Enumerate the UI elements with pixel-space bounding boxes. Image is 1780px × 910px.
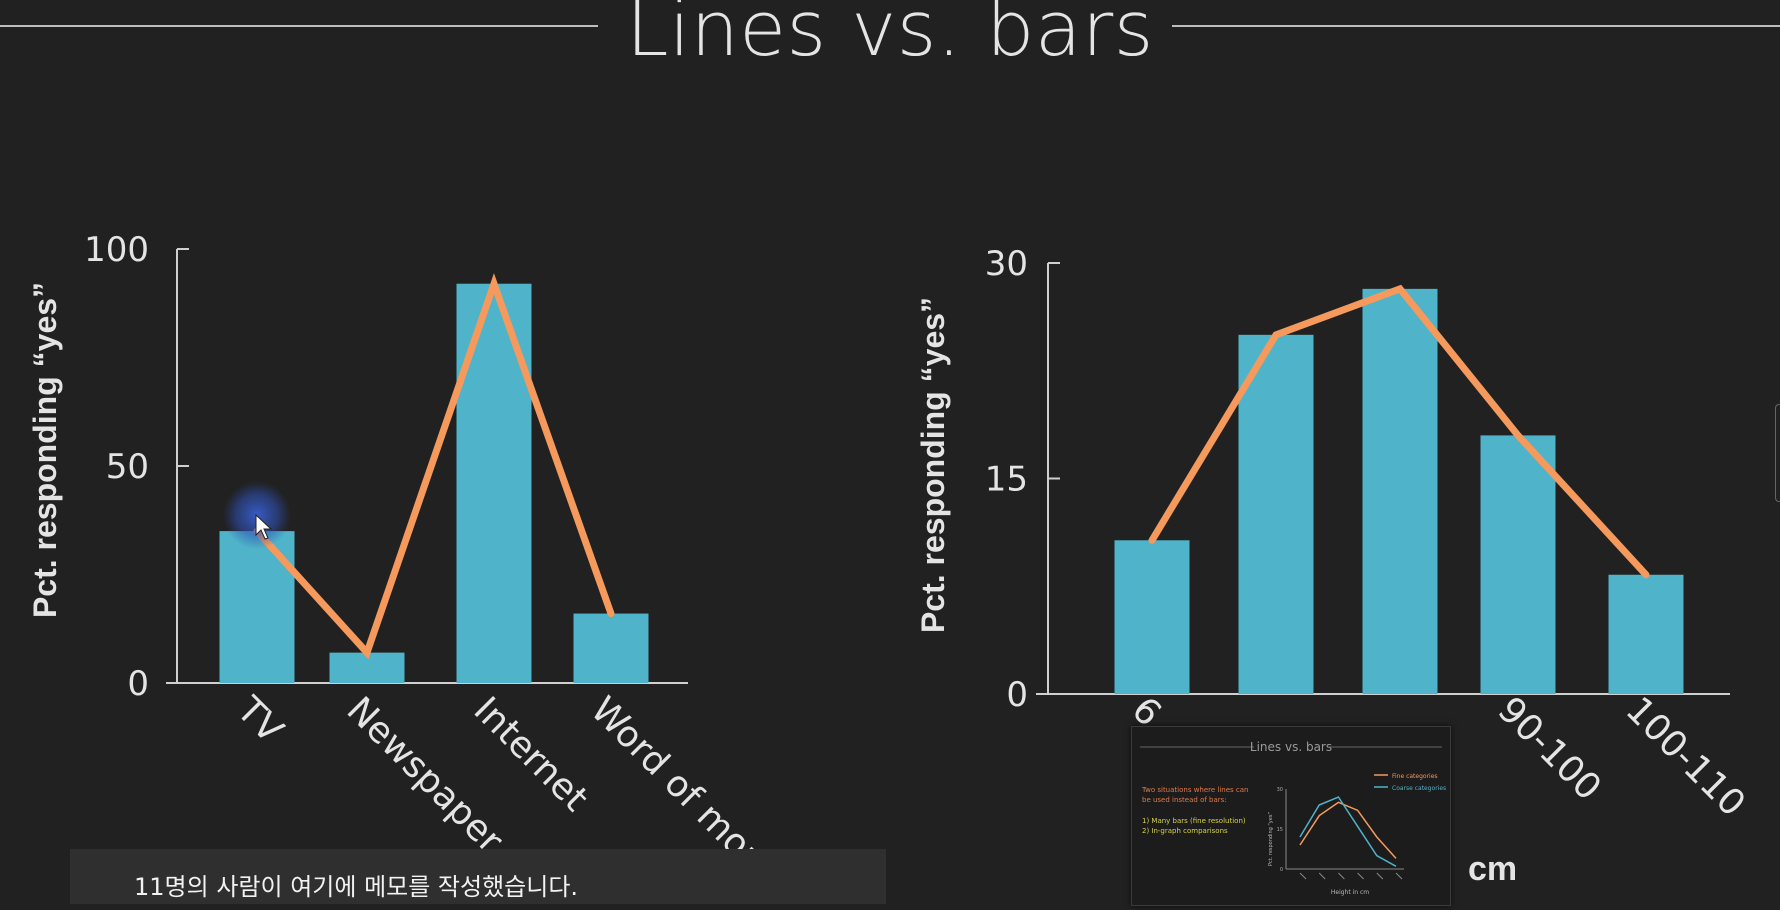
notes-banner[interactable]: 11명의 사람이 여기에 메모를 작성했습니다. [70,849,886,904]
thumbnail-yellow-line-1: 1) Many bars (fine resolution) [1142,817,1246,825]
thumbnail-title: Lines vs. bars [1250,740,1332,754]
thumbnail-svg: Lines vs. bars Two situations where line… [1140,740,1446,896]
y-tick-label: 0 [127,664,149,704]
thumbnail-orange-line-1: Two situations where lines can [1141,786,1249,794]
thumbnail-series-1 [1299,801,1397,859]
thumbnail-x-tick [1376,872,1384,880]
category-label-5: 100-110 [1618,689,1753,824]
bar-2 [1238,334,1314,694]
thumbnail-xlabel: Height in cm [1331,889,1369,896]
bar-4 [573,613,649,683]
y-tick-label: 100 [84,230,149,270]
thumbnail-legend-label-2: Coarse categories [1392,785,1446,792]
overlay-line [1148,284,1650,579]
slide-title: Lines vs. bars [626,0,1154,73]
bar-1 [219,531,295,683]
mouse-pointer-icon [255,513,273,540]
thumbnail-legend-label-1: Fine categories [1392,773,1438,780]
category-label-4: 90-100 [1490,689,1609,808]
y-tick-label: 30 [985,244,1028,284]
bar-4 [1480,435,1556,694]
notes-banner-text: 11명의 사람이 여기에 메모를 작성했습니다. [134,873,579,901]
y-axis-label: Pct. responding “yes” [27,282,63,618]
slide-preview-thumbnail[interactable]: Lines vs. bars Two situations where line… [1131,726,1451,906]
thumbnail-x-tick [1395,872,1403,880]
bar-3 [1362,288,1438,694]
thumbnail-x-tick [1338,872,1345,880]
thumbnail-x-tick [1318,872,1326,880]
category-label-1: TV [228,689,291,752]
bar-5 [1608,574,1684,694]
thumbnail-series-2 [1299,796,1397,867]
y-tick-label: 50 [106,447,149,487]
y-tick-label: 0 [1006,675,1028,715]
bar-1 [1114,540,1190,694]
thumbnail-y-tick-label: 0 [1280,867,1283,873]
thumbnail-yellow-line-2: 2) In-graph comparisons [1142,827,1228,835]
title-rule-right [1172,25,1780,27]
thumbnail-ylabel: Pct. responding “yes” [1268,812,1274,866]
x-axis-label: cm [1468,850,1517,888]
side-panel-handle[interactable] [1775,404,1780,502]
y-axis-label: Pct. responding “yes” [915,297,951,633]
thumbnail-y-tick-label: 15 [1277,827,1283,833]
thumbnail-x-tick [1299,872,1307,880]
click-highlight [223,481,291,549]
y-tick-label: 15 [985,460,1028,500]
category-label-3: Internet [466,689,596,819]
title-rule-left [0,25,598,27]
thumbnail-x-tick [1357,872,1364,880]
overlay-line [253,273,615,660]
bar-3 [456,283,532,683]
thumbnail-orange-line-2: be used instead of bars: [1142,796,1227,804]
thumbnail-y-tick-label: 30 [1277,787,1283,793]
